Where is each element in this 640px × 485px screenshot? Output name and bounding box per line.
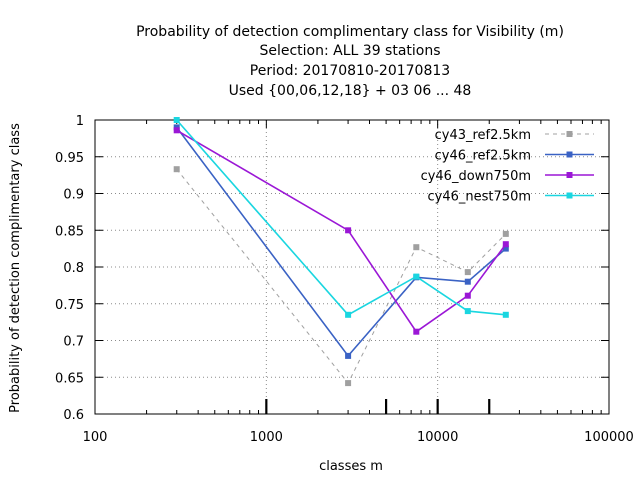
legend-swatch-marker — [566, 192, 573, 199]
title-line-1: Probability of detection complimentary c… — [136, 24, 564, 40]
data-point — [345, 311, 352, 318]
y-axis-label: Probability of detection complimentary c… — [8, 123, 23, 413]
series-cy46_down750m — [173, 127, 509, 335]
data-point — [173, 166, 180, 173]
data-point — [413, 273, 420, 280]
legend-label: cy46_nest750m — [428, 190, 531, 205]
data-point — [464, 269, 471, 276]
x-tick-label: 100000 — [584, 430, 634, 445]
title-line-2: Selection: ALL 39 stations — [259, 43, 440, 59]
data-point — [464, 292, 471, 299]
legend-swatch-marker — [566, 151, 573, 158]
data-point — [502, 245, 509, 252]
data-point — [173, 127, 180, 134]
series-cy46_nest750m — [173, 117, 509, 318]
y-tick-label: 0.85 — [55, 224, 84, 239]
legend-swatch-marker — [566, 172, 573, 178]
grid — [95, 120, 609, 414]
series-cy43_ref2.5km — [173, 166, 509, 387]
chart-title: Probability of detection complimentary c… — [136, 24, 564, 99]
y-tick-label: 0.8 — [63, 261, 84, 276]
data-point — [345, 380, 352, 387]
series — [173, 117, 509, 387]
data-point — [464, 308, 471, 315]
y-tick-label: 0.75 — [55, 298, 84, 313]
plot-frame — [94, 119, 610, 415]
y-tick-label: 0.9 — [63, 188, 84, 203]
y-tick-label: 1 — [76, 114, 84, 129]
x-tick-label: 10000 — [417, 430, 458, 445]
class-markers — [265, 399, 491, 414]
legend-label: cy43_ref2.5km — [435, 128, 531, 143]
y-tick-label: 0.6 — [63, 408, 84, 423]
data-point — [502, 311, 509, 318]
data-point — [345, 227, 352, 234]
data-point — [173, 117, 180, 123]
legend-swatch-marker — [566, 131, 573, 137]
legend-label: cy46_down750m — [421, 169, 531, 184]
y-tick-label: 0.65 — [55, 371, 84, 386]
data-point — [413, 328, 420, 335]
x-axis-label: classes m — [319, 459, 383, 474]
data-point — [345, 352, 352, 359]
x-tick-labels: 100 1000 10000 100000 — [83, 430, 634, 445]
x-tick-label: 100 — [83, 430, 108, 445]
y-tick-labels: 0.6 0.65 0.7 0.75 0.8 0.85 0.9 0.95 1 — [55, 114, 84, 423]
x-tick-label: 1000 — [250, 430, 283, 445]
data-point — [502, 230, 509, 237]
legend-label: cy46_ref2.5km — [435, 149, 531, 164]
title-line-3: Period: 20170810-20170813 — [250, 63, 450, 79]
y-tick-label: 0.95 — [55, 151, 84, 166]
title-line-4: Used {00,06,12,18} + 03 06 ... 48 — [229, 83, 472, 99]
y-tick-label: 0.7 — [63, 335, 84, 350]
data-point — [413, 244, 420, 251]
data-point — [464, 278, 471, 285]
legend: cy43_ref2.5km cy46_ref2.5km cy46_down750mc… — [421, 128, 594, 205]
data-point — [502, 241, 509, 248]
